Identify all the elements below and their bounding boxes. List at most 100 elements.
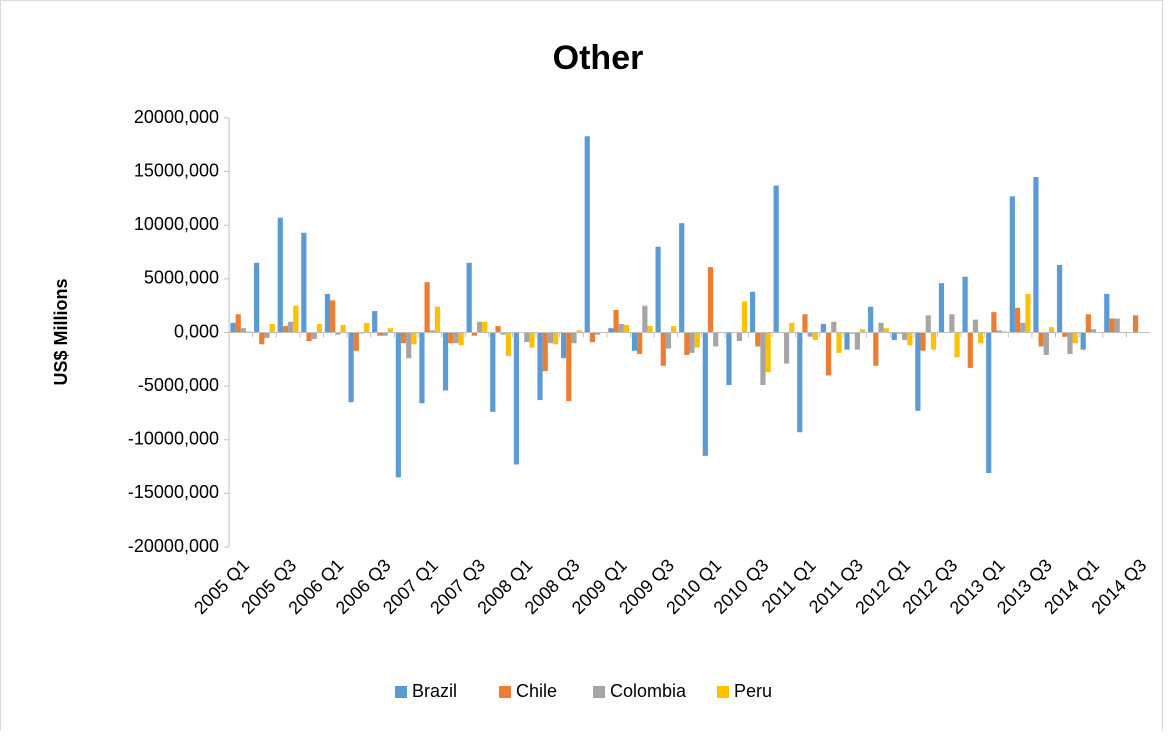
y-tick-label: 0,000 xyxy=(174,321,219,341)
bar xyxy=(442,332,449,391)
bar xyxy=(642,305,648,333)
bar xyxy=(702,332,708,456)
bar xyxy=(453,332,459,344)
bar xyxy=(264,332,270,338)
bar xyxy=(595,332,601,335)
bar xyxy=(235,314,241,333)
bar xyxy=(991,312,997,333)
bar xyxy=(1067,332,1073,354)
bar xyxy=(1001,331,1007,333)
bar xyxy=(269,323,275,333)
bar xyxy=(665,332,672,349)
bar xyxy=(306,332,312,342)
bar xyxy=(631,332,638,351)
bar xyxy=(495,326,501,333)
legend-label: Brazil xyxy=(412,681,457,701)
bar xyxy=(1043,332,1049,356)
bar xyxy=(382,332,388,336)
bar xyxy=(978,332,984,344)
bar xyxy=(424,282,430,333)
bar xyxy=(608,328,614,333)
bar xyxy=(316,323,323,333)
bar xyxy=(542,332,548,372)
bar xyxy=(868,306,874,333)
y-tick-label: -10000,000 xyxy=(128,429,219,449)
bar xyxy=(1033,176,1039,333)
bar xyxy=(1009,196,1015,333)
bar xyxy=(949,314,955,333)
bar xyxy=(1090,329,1097,333)
bar xyxy=(836,332,842,353)
bar xyxy=(458,332,464,346)
bar xyxy=(529,332,535,348)
bar xyxy=(925,315,931,333)
bar xyxy=(660,332,666,366)
bar xyxy=(812,332,818,341)
bar xyxy=(571,332,577,344)
bar xyxy=(1014,307,1021,333)
y-tick-label: -5000,000 xyxy=(138,375,219,395)
legend-swatch xyxy=(499,686,511,698)
bar xyxy=(500,332,506,335)
bar xyxy=(647,326,653,333)
chart-title: Other xyxy=(553,39,644,77)
bar xyxy=(1038,332,1044,347)
bar xyxy=(996,330,1002,333)
bar xyxy=(335,332,341,335)
bar xyxy=(755,332,761,347)
bar xyxy=(623,324,630,333)
y-axis-title: US$ Millions xyxy=(51,278,71,385)
y-tick-label: 15000,000 xyxy=(134,160,219,180)
bar xyxy=(288,321,294,333)
bar xyxy=(246,331,252,333)
bar xyxy=(1109,318,1115,333)
bar xyxy=(230,322,236,333)
bar xyxy=(387,328,393,333)
bar xyxy=(429,330,435,333)
bar xyxy=(860,329,866,333)
bar xyxy=(807,332,813,337)
bar xyxy=(482,321,488,333)
bar xyxy=(831,321,837,333)
bar xyxy=(920,332,926,351)
bar xyxy=(930,332,937,350)
y-tick-label: -20000,000 xyxy=(128,536,219,556)
bar xyxy=(713,332,719,347)
bar xyxy=(954,332,960,358)
bar xyxy=(406,332,412,359)
bar xyxy=(240,328,247,333)
bar xyxy=(282,326,289,333)
bar xyxy=(802,314,808,333)
bar xyxy=(1114,318,1120,333)
bar xyxy=(553,332,559,345)
bar xyxy=(726,332,732,386)
bar xyxy=(765,332,771,373)
bar xyxy=(1025,293,1031,333)
bar xyxy=(671,326,677,333)
bar xyxy=(902,332,908,341)
bar xyxy=(915,332,921,411)
bar xyxy=(353,332,359,351)
bar xyxy=(1132,315,1139,333)
bar xyxy=(372,311,378,333)
y-tick-label: 10000,000 xyxy=(134,214,219,234)
bar xyxy=(364,322,370,333)
bar xyxy=(1085,314,1091,333)
bar xyxy=(584,136,590,333)
bar xyxy=(749,291,756,333)
bar xyxy=(1056,264,1063,333)
bar xyxy=(972,319,979,333)
bar xyxy=(419,332,425,404)
legend-label: Chile xyxy=(516,681,557,701)
bar xyxy=(684,332,690,356)
bar xyxy=(694,332,700,348)
bar xyxy=(277,217,283,333)
bar xyxy=(883,328,889,333)
bar xyxy=(707,267,714,333)
bar xyxy=(618,323,624,333)
bar xyxy=(986,332,992,473)
bar xyxy=(1048,327,1055,333)
bar xyxy=(1072,332,1078,344)
bar xyxy=(938,283,945,333)
